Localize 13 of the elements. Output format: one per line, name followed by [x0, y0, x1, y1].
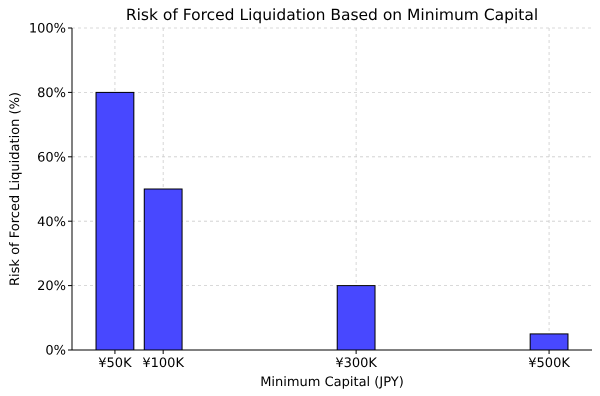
y-tick-label: 100% [28, 22, 66, 37]
y-tick-label: 60% [37, 150, 66, 166]
chart-title: Risk of Forced Liquidation Based on Minimum Capital [126, 6, 538, 24]
x-axis-title: Minimum Capital (JPY) [260, 375, 404, 390]
y-axis-title: Risk of Forced Liquidation (%) [8, 92, 23, 286]
y-tick-label: 80% [37, 86, 66, 101]
y-tick-label: 20% [37, 279, 66, 294]
x-tick-label: ¥300K [335, 356, 378, 371]
x-tick-label: ¥500K [528, 356, 570, 371]
x-tick-label: ¥100K [142, 356, 184, 371]
y-tick-label: 40% [37, 214, 66, 230]
y-tick-label: 0% [45, 344, 66, 359]
x-tick-label: ¥50K [98, 356, 132, 371]
